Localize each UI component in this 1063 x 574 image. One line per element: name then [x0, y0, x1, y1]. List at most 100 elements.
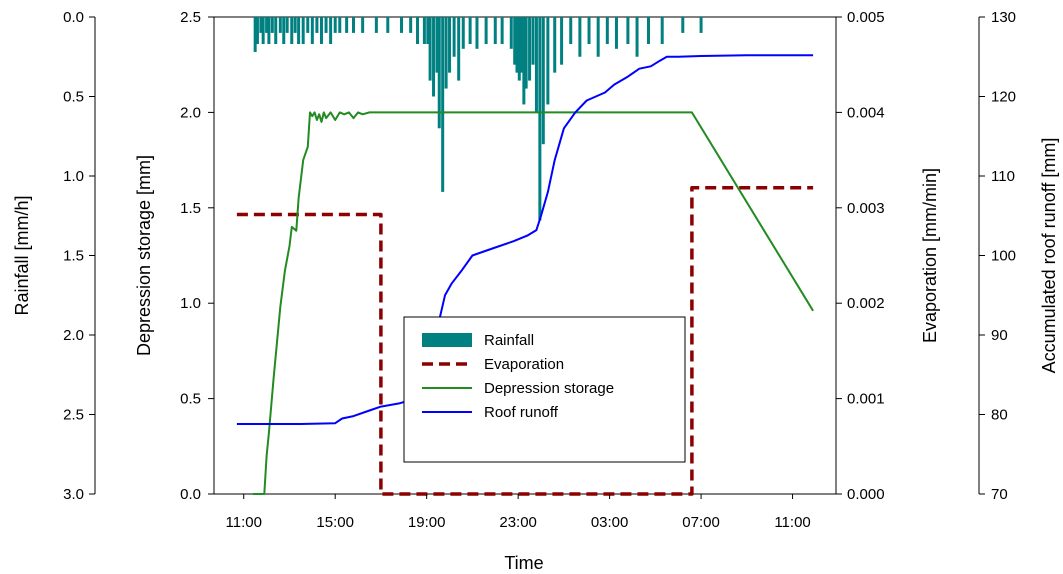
y-tick-label: 0.5	[63, 89, 84, 106]
rainfall-bar	[409, 17, 413, 33]
y-tick-label: 2.5	[180, 9, 201, 26]
rainfall-bar	[538, 17, 542, 221]
x-tick-label: 07:00	[682, 514, 720, 531]
rainfall-bar	[285, 17, 289, 33]
legend-label-rainfall: Rainfall	[484, 332, 534, 349]
y-tick-label: 2.0	[180, 104, 201, 121]
rainfall-bar	[468, 17, 472, 45]
rainfall-bar	[400, 17, 404, 33]
rainfall-bar	[435, 17, 439, 73]
legend-swatch-rainfall	[422, 333, 472, 347]
evaporation-line	[236, 186, 814, 496]
rainfall-bar	[500, 17, 504, 45]
runoff-axis: 70 80 90 100 110 120 130 Accumulated roof runof…	[978, 9, 1059, 503]
rainfall-bar	[351, 17, 355, 33]
rainfall-bar	[569, 17, 573, 45]
rainfall-bar	[699, 17, 703, 33]
x-tick-label: 23:00	[499, 514, 537, 531]
rainfall-bar	[493, 17, 497, 45]
y-tick-label: 0.5	[180, 391, 201, 408]
rainfall-bar	[531, 17, 535, 65]
y-tick-label: 0.001	[847, 391, 885, 408]
rainfall-bar	[515, 17, 519, 73]
x-tick-label: 11:00	[774, 514, 810, 531]
y-tick-label: 3.0	[63, 486, 84, 503]
y-tick-label: 0.002	[847, 295, 885, 312]
rainfall-bar	[324, 17, 328, 33]
axes-layer: 11:00 15:00 19:00 23:00 03:00 07:00 11:000.00.…	[12, 9, 1059, 531]
rainfall-bar	[306, 17, 310, 33]
y-tick-label: 0.000	[847, 486, 885, 503]
y-tick-label: 2.5	[63, 407, 84, 424]
y-tick-label: 70	[991, 486, 1008, 503]
rainfall-bar	[444, 17, 448, 89]
rainfall-bar	[416, 17, 420, 45]
rainfall-bar	[361, 17, 365, 33]
rainfall-axis-title: Rainfall [mm/h]	[12, 195, 32, 315]
rainfall-axis: 0.0 0.5 1.0 1.5 2.0 2.5 3.0 Rainfall [mm/h]	[12, 9, 96, 503]
rainfall-bar	[475, 17, 479, 49]
y-tick-label: 0.005	[847, 9, 885, 26]
rainfall-bar	[255, 17, 259, 45]
y-tick-label: 2.0	[63, 327, 84, 344]
rainfall-bar	[374, 17, 378, 33]
x-tick-label: 15:00	[316, 514, 354, 531]
y-tick-label: 0.004	[847, 104, 885, 121]
y-tick-label: 0.003	[847, 200, 885, 217]
rainfall-bar	[265, 17, 269, 33]
legend-label-roof-runoff: Roof runoff	[484, 404, 559, 421]
rainfall-bar	[541, 17, 545, 145]
rainfall-bar	[333, 17, 337, 33]
rainfall-bar	[345, 17, 349, 33]
x-axis-title: Time	[504, 553, 543, 573]
legend-label-depression-storage: Depression storage	[484, 380, 614, 397]
y-tick-label: 1.0	[63, 168, 84, 185]
rainfall-bar	[660, 17, 664, 45]
rainfall-bar	[432, 17, 436, 97]
rainfall-bar	[461, 17, 465, 49]
rainfall-bar	[329, 17, 333, 45]
rainfall-bar	[338, 17, 342, 33]
rainfall-bar	[310, 17, 314, 45]
rainfall-bar	[270, 17, 274, 33]
rainfall-bar	[386, 17, 390, 33]
rainfall-bar	[261, 17, 265, 45]
rainfall-bar	[534, 17, 538, 113]
depression-storage-line	[252, 111, 814, 495]
rainfall-bar	[441, 17, 445, 192]
rainfall-bar	[524, 17, 528, 89]
rainfall-bar	[422, 17, 426, 45]
rainfall-bar	[517, 17, 521, 81]
y-tick-label: 1.5	[180, 200, 201, 217]
rainfall-bar	[528, 17, 532, 81]
rainfall-bar	[546, 17, 550, 105]
rainfall-bar	[560, 17, 564, 65]
rainfall-bar	[587, 17, 591, 45]
rainfall-bar	[605, 17, 609, 45]
legend: Rainfall Evaporation Depression storage Roo…	[403, 316, 686, 463]
legend-label-evaporation: Evaporation	[484, 356, 564, 373]
rainfall-bar	[553, 17, 557, 73]
x-tick-label: 03:00	[591, 514, 629, 531]
rainfall-bar	[301, 17, 305, 45]
rainfall-bar	[578, 17, 582, 57]
rainfall-bar	[646, 17, 650, 45]
rainfall-bar	[457, 17, 461, 81]
y-tick-label: 100	[991, 248, 1016, 265]
rainfall-bar	[297, 17, 301, 45]
rainfall-bar	[259, 17, 263, 33]
runoff-axis-title: Accumulated roof runoff [mm]	[1039, 138, 1059, 374]
y-tick-label: 120	[991, 89, 1016, 106]
rainfall-bar	[253, 17, 257, 52]
rainfall-bar	[293, 17, 297, 33]
y-tick-label: 130	[991, 9, 1016, 26]
rainfall-bar	[513, 17, 517, 65]
rainfall-bar	[522, 17, 526, 105]
rainfall-bar	[452, 17, 456, 57]
x-tick-label: 19:00	[408, 514, 446, 531]
y-tick-label: 1.0	[180, 295, 201, 312]
rainfall-bar	[626, 17, 630, 45]
rainfall-bar	[448, 17, 452, 73]
rainfall-bar	[274, 17, 278, 45]
